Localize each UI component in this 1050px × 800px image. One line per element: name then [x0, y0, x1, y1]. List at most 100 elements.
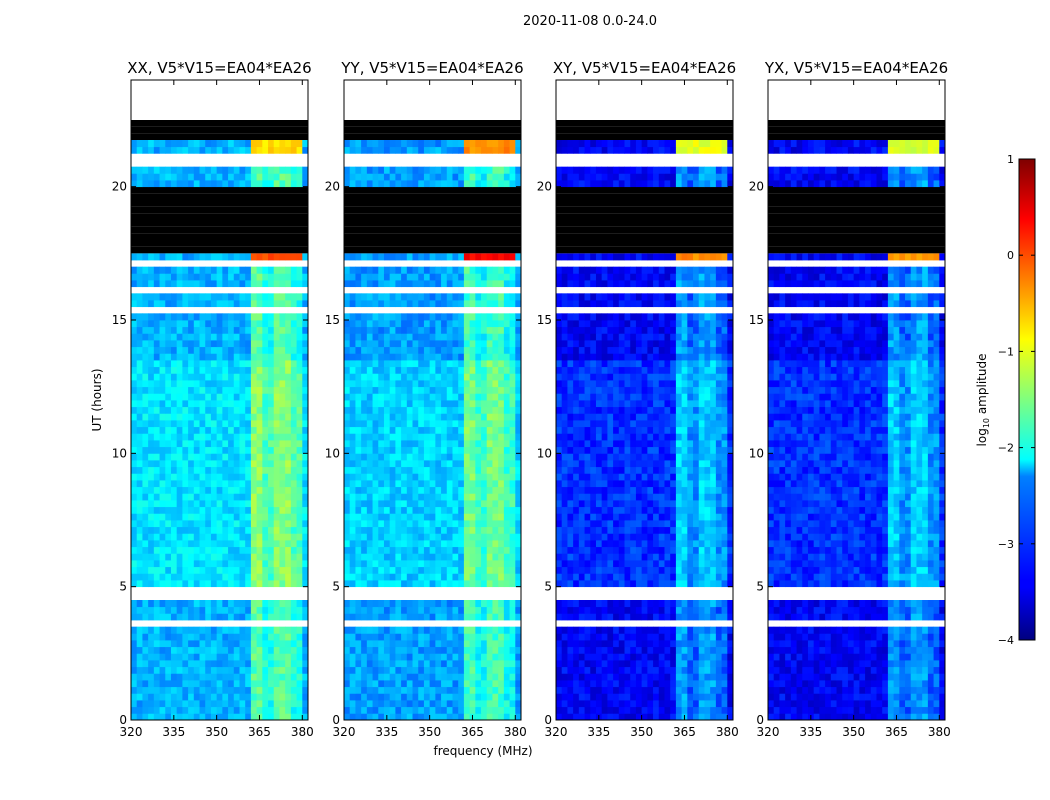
heatmap-cell: [256, 520, 263, 528]
heatmap-cell: [188, 646, 195, 654]
heatmap-cell: [250, 693, 258, 701]
heatmap-cell: [401, 560, 408, 568]
heatmap-cell: [503, 346, 510, 354]
heatmap-cell: [509, 366, 516, 374]
heatmap-cell: [698, 700, 705, 708]
heatmap-cell: [418, 393, 425, 401]
heatmap-cell: [578, 573, 585, 581]
heatmap-cell: [378, 573, 385, 581]
heatmap-cell: [423, 426, 431, 434]
heatmap-cell: [193, 400, 200, 408]
x-tick-label: 320: [120, 725, 143, 739]
heatmap-cell: [498, 646, 505, 654]
heatmap-cell: [630, 606, 637, 614]
heatmap-cell: [429, 573, 436, 581]
heatmap-cell: [349, 433, 356, 441]
heatmap-cell: [515, 400, 522, 408]
heatmap-cell: [188, 640, 195, 648]
heatmap-cell: [475, 460, 482, 468]
heatmap-cell: [406, 406, 413, 414]
heatmap-cell: [463, 466, 471, 474]
heatmap-cell: [412, 266, 419, 274]
heatmap-cell: [721, 613, 728, 621]
heatmap-cell: [142, 166, 149, 174]
heatmap-cell: [458, 413, 465, 421]
heatmap-cell: [607, 606, 614, 614]
heatmap-cell: [159, 366, 166, 374]
heatmap-cell: [216, 446, 223, 454]
heatmap-cell: [349, 366, 356, 374]
heatmap-cell: [165, 273, 172, 281]
heatmap-cell: [475, 500, 482, 508]
heatmap-cell: [210, 313, 218, 321]
heatmap-cell: [250, 293, 258, 301]
heatmap-cell: [556, 653, 563, 661]
heatmap-cell: [372, 293, 379, 301]
heatmap-cell: [429, 633, 436, 641]
heatmap-cell: [429, 333, 436, 341]
heatmap-cell: [395, 420, 402, 428]
heatmap-cell: [469, 433, 476, 441]
heatmap-cell: [262, 473, 269, 481]
heatmap-cell: [176, 466, 183, 474]
heatmap-cell: [584, 693, 591, 701]
heatmap-cell: [205, 353, 212, 361]
heatmap-cell: [681, 613, 688, 621]
heatmap-cell: [653, 640, 660, 648]
heatmap-cell: [159, 313, 166, 321]
heatmap-cell: [670, 686, 677, 694]
heatmap-cell: [302, 546, 309, 554]
heatmap-cell: [423, 673, 431, 681]
heatmap-cell: [463, 400, 471, 408]
heatmap-cell: [136, 500, 143, 508]
heatmap-cell: [273, 646, 280, 654]
heatmap-cell: [441, 446, 448, 454]
heatmap-cell: [199, 460, 206, 468]
heatmap-cell: [182, 640, 189, 648]
heatmap-cell: [515, 440, 522, 448]
heatmap-cell: [165, 493, 172, 501]
heatmap-cell: [285, 606, 292, 614]
heatmap-cell: [188, 566, 195, 574]
heatmap-cell: [378, 340, 385, 348]
heatmap-cell: [715, 700, 722, 708]
heatmap-cell: [641, 666, 648, 674]
heatmap-cell: [492, 380, 499, 388]
heatmap-cell: [290, 293, 297, 301]
heatmap-cell: [268, 173, 275, 181]
heatmap-cell: [355, 313, 362, 321]
heatmap-cell: [664, 700, 671, 708]
heatmap-cell: [418, 326, 425, 334]
heatmap-cell: [176, 313, 183, 321]
heatmap-cell: [556, 600, 563, 608]
heatmap-cell: [188, 166, 195, 174]
heatmap-cell: [418, 486, 425, 494]
heatmap-cell: [372, 600, 379, 608]
heatmap-cell: [389, 320, 396, 328]
y-tick-label: 5: [119, 580, 127, 594]
heatmap-cell: [584, 666, 591, 674]
heatmap-cell: [193, 493, 200, 501]
heatmap-cell: [687, 700, 694, 708]
heatmap-cell: [463, 146, 471, 154]
heatmap-cell: [675, 600, 683, 608]
heatmap-cell: [165, 633, 172, 641]
heatmap-cell: [296, 480, 303, 488]
heatmap-cell: [704, 700, 711, 708]
heatmap-cell: [423, 366, 431, 374]
heatmap-cell: [268, 573, 275, 581]
heatmap-cell: [435, 666, 442, 674]
heatmap-cell: [383, 553, 391, 561]
heatmap-cell: [486, 280, 493, 288]
heatmap-cell: [142, 680, 149, 688]
heatmap-cell: [159, 540, 166, 548]
heatmap-cell: [441, 466, 448, 474]
heatmap-cell: [355, 613, 362, 621]
heatmap-cell: [222, 473, 229, 481]
heatmap-cell: [302, 313, 309, 321]
heatmap-cell: [170, 673, 178, 681]
heatmap-cell: [498, 693, 505, 701]
heatmap-cell: [698, 633, 705, 641]
heatmap-cell: [205, 526, 212, 534]
heatmap-cell: [148, 713, 155, 721]
